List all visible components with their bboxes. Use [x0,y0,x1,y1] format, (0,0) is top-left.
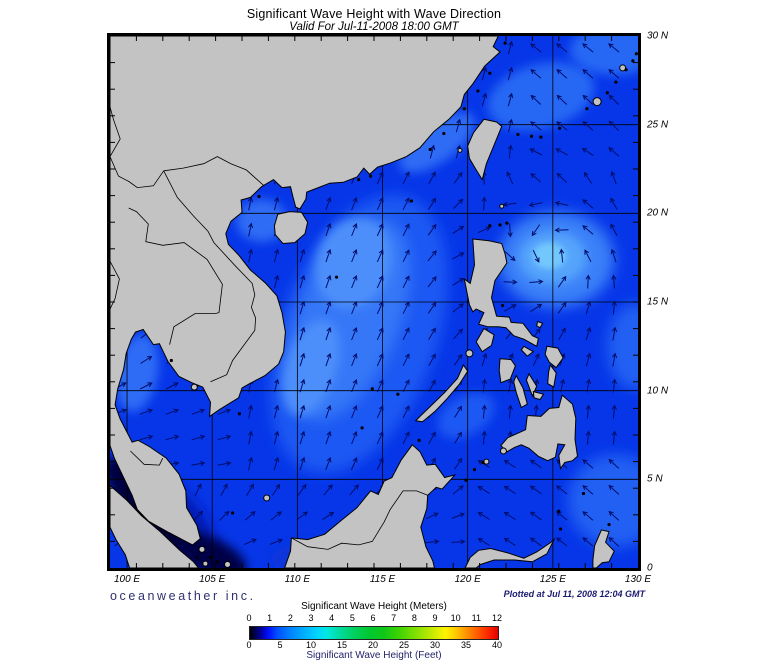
land-polygon [475,327,495,353]
land-polygon [513,374,528,409]
lon-label-120: 120 E [454,574,481,585]
lon-label-110: 110 E [284,574,311,585]
lat-label-10: 10 N [647,385,669,397]
page-title: Significant Wave Height with Wave Direct… [246,7,502,21]
lon-label-105: 105 E [199,574,226,585]
country-borders [109,106,428,550]
land-polygon [109,35,501,546]
land-polygon [464,538,555,569]
m-ticks-8: 8 [411,613,417,623]
m-ticks-1: 1 [267,613,273,623]
m-ticks-0: 0 [246,613,252,623]
wave-height-shading [103,25,664,579]
f-ticks-10: 10 [305,640,317,650]
land-polygon [109,484,200,569]
lat-label-20: 20 N [647,207,669,219]
land-polygon [520,345,535,357]
f-ticks-20: 20 [367,640,379,650]
frame-ticks [110,36,638,568]
lat-label-0: 0 [647,562,653,574]
m-ticks-11: 11 [471,613,481,623]
land-polygon [544,345,564,369]
legend-colorbar [249,626,499,640]
lon-label-100: 100 E [113,574,141,585]
m-ticks-7: 7 [391,613,397,623]
legend-title-feet: Significant Wave Height (Feet) [306,650,442,661]
land-polygon [536,320,544,329]
lon-label-115: 115 E [369,574,396,585]
m-ticks-9: 9 [432,613,438,623]
lat-label-15: 15 N [647,296,669,308]
wave-height-map [103,25,664,579]
land-polygon [525,372,538,398]
lat-label-25: 25 N [647,119,669,131]
land-polygon [498,358,516,384]
land-polygon [592,529,615,569]
land-polygon [500,394,579,471]
plotted-timestamp: Plotted at Jul 11, 2008 12:04 GMT [503,589,645,599]
m-ticks-4: 4 [329,613,335,623]
m-ticks-10: 10 [450,613,461,623]
f-ticks-30: 30 [429,640,441,650]
lon-label-125: 125 E [539,574,566,585]
m-ticks-5: 5 [349,613,355,623]
land-polygon [532,390,545,401]
lon-label-130: 130 E [624,574,652,585]
f-ticks-35: 35 [460,640,472,650]
m-ticks-3: 3 [308,613,314,623]
m-ticks-6: 6 [370,613,376,623]
land-polygon [463,238,539,348]
land-polygon [414,363,469,423]
f-ticks-15: 15 [336,640,348,650]
f-ticks-40: 40 [491,640,503,650]
m-ticks-2: 2 [287,613,293,623]
lat-label-30: 30 N [647,30,669,42]
land-polygon [547,363,557,388]
land-polygon [283,444,457,569]
small-islands [169,41,638,568]
map-frame [103,25,664,579]
lat-label-5: 5 N [647,473,663,485]
m-ticks-12: 12 [491,613,503,623]
land-polygon [273,211,309,245]
land-polygon [467,118,503,181]
f-ticks-25: 25 [398,640,410,650]
legend-title-meters: Significant Wave Height (Meters) [301,601,447,612]
landmasses [109,35,615,569]
f-ticks-0: 0 [246,640,252,650]
f-ticks-5: 5 [277,640,283,650]
valid-time-subtitle: Valid For Jul-11-2008 18:00 GMT [289,21,459,33]
oceanweather-wordmark: oceanweather inc. [110,589,256,603]
